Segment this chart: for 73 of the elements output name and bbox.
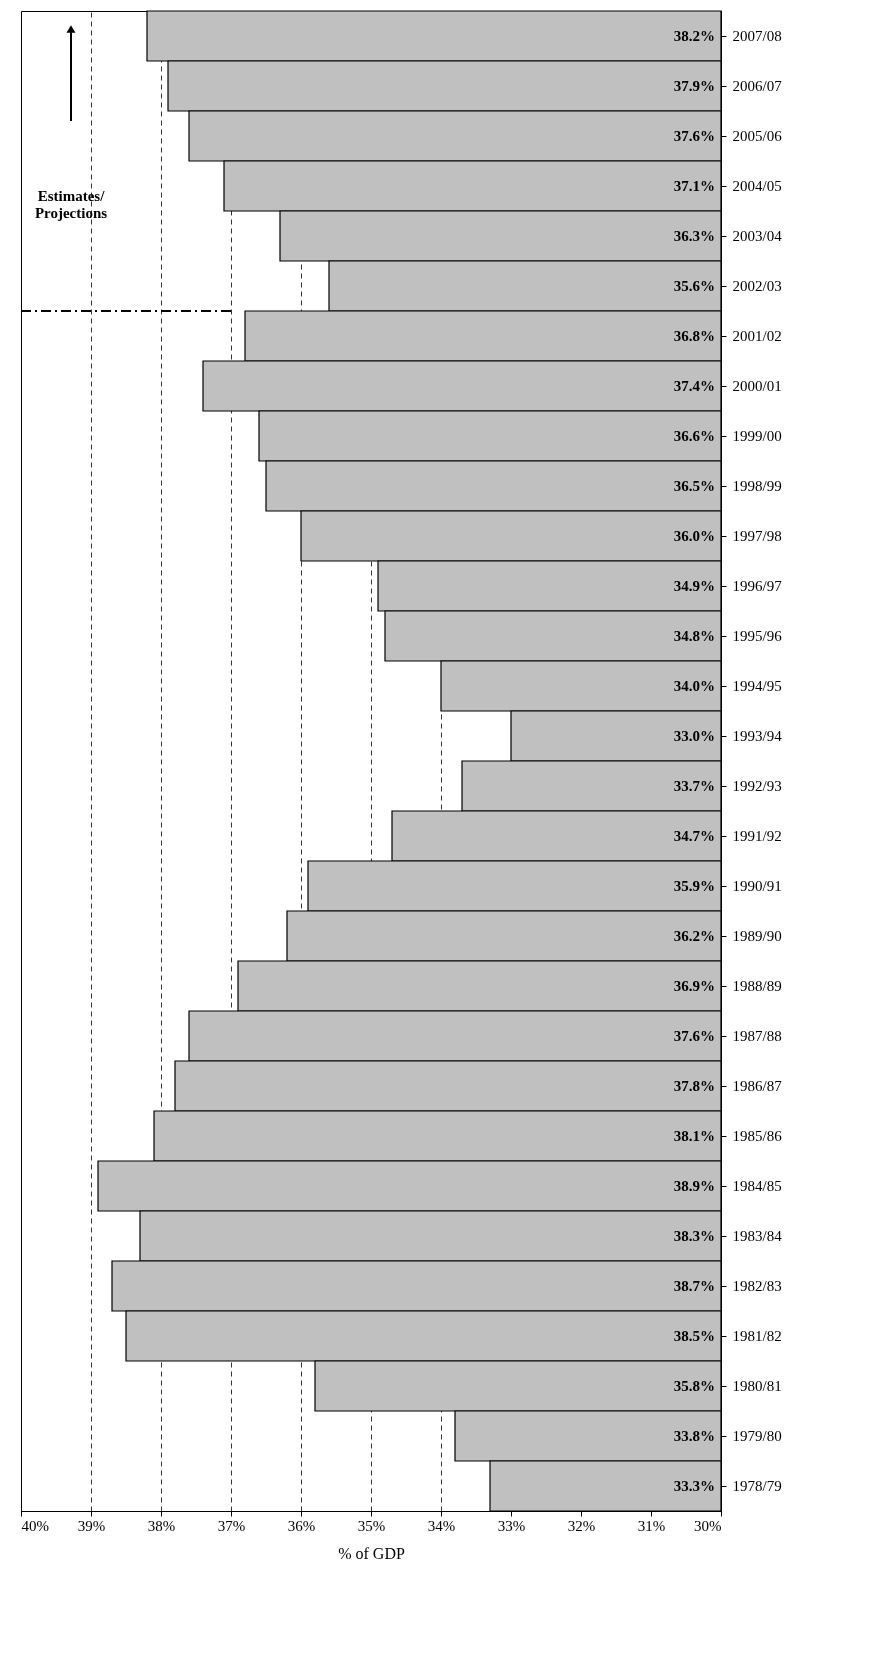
data-label: 35.6% xyxy=(673,278,715,294)
data-label: 34.7% xyxy=(673,828,715,844)
y-tick-label: 2007/08 xyxy=(732,28,782,44)
data-label: 33.8% xyxy=(673,1428,715,1444)
data-label: 34.9% xyxy=(673,578,715,594)
y-tick-label: 1980/81 xyxy=(732,1378,782,1394)
x-tick-label: 40% xyxy=(21,1517,49,1534)
y-tick-label: 1978/79 xyxy=(732,1478,782,1494)
data-label: 37.9% xyxy=(673,78,715,94)
x-tick-label: 38% xyxy=(147,1517,176,1534)
data-label: 33.7% xyxy=(673,778,715,794)
data-label: 34.0% xyxy=(673,678,715,694)
y-tick-label: 1982/83 xyxy=(732,1278,782,1294)
x-tick-label: 33% xyxy=(497,1517,526,1534)
data-label: 37.4% xyxy=(673,378,715,394)
y-tick-label: 1989/90 xyxy=(732,928,782,944)
x-tick-label: 36% xyxy=(287,1517,316,1534)
x-tick-label: 34% xyxy=(427,1517,456,1534)
data-label: 33.0% xyxy=(673,728,715,744)
y-tick-label: 2000/01 xyxy=(732,378,782,394)
data-label: 35.8% xyxy=(673,1378,715,1394)
y-tick-label: 1993/94 xyxy=(732,728,783,744)
data-label: 36.8% xyxy=(673,328,715,344)
data-label: 38.2% xyxy=(673,28,715,44)
y-tick-label: 2005/06 xyxy=(732,128,783,144)
y-tick-label: 1984/85 xyxy=(732,1178,782,1194)
x-tick-label: 35% xyxy=(357,1517,386,1534)
x-tick-label: 30% xyxy=(694,1517,722,1534)
y-tick-label: 1991/92 xyxy=(732,828,782,844)
y-tick-label: 1997/98 xyxy=(732,528,782,544)
data-label: 38.3% xyxy=(673,1228,715,1244)
y-tick-label: 1992/93 xyxy=(732,778,782,794)
y-tick-label: 1987/88 xyxy=(732,1028,782,1044)
y-tick-label: 1985/86 xyxy=(732,1128,783,1144)
x-tick-label: 39% xyxy=(77,1517,106,1534)
data-label: 38.9% xyxy=(673,1178,715,1194)
y-tick-label: 1999/00 xyxy=(732,428,782,444)
y-tick-label: 1979/80 xyxy=(732,1428,782,1444)
annotation: Estimates/ Projections xyxy=(34,188,108,221)
y-tick-label: 1995/96 xyxy=(732,628,783,644)
data-label: 33.3% xyxy=(673,1478,715,1494)
data-label: 38.1% xyxy=(673,1128,715,1144)
x-tick-label: 32% xyxy=(567,1517,596,1534)
data-label: 36.2% xyxy=(673,928,715,944)
x-tick-label: 31% xyxy=(637,1517,666,1534)
data-label: 34.8% xyxy=(673,628,715,644)
y-tick-label: 1981/82 xyxy=(732,1328,782,1344)
y-tick-label: 2006/07 xyxy=(732,78,783,94)
data-label: 36.9% xyxy=(673,978,715,994)
y-tick-label: 2003/04 xyxy=(732,228,783,244)
data-label: 36.6% xyxy=(673,428,715,444)
y-tick-label: 1986/87 xyxy=(732,1078,783,1094)
y-tick-label: 2001/02 xyxy=(732,328,782,344)
data-label: 36.0% xyxy=(673,528,715,544)
data-label: 36.3% xyxy=(673,228,715,244)
y-tick-label: 2004/05 xyxy=(732,178,782,194)
data-label: 38.5% xyxy=(673,1328,715,1344)
data-label: 37.1% xyxy=(673,178,715,194)
x-tick-label: 37% xyxy=(217,1517,246,1534)
y-tick-label: 1996/97 xyxy=(732,578,783,594)
data-label: 37.6% xyxy=(673,1028,715,1044)
x-axis-title: % of GDP xyxy=(338,1544,405,1562)
y-tick-label: 1998/99 xyxy=(732,478,782,494)
y-tick-label: 1988/89 xyxy=(732,978,782,994)
y-tick-label: 1990/91 xyxy=(732,878,782,894)
y-tick-label: 1994/95 xyxy=(732,678,782,694)
data-label: 36.5% xyxy=(673,478,715,494)
data-label: 38.7% xyxy=(673,1278,715,1294)
data-label: 37.8% xyxy=(673,1078,715,1094)
y-tick-label: 2002/03 xyxy=(732,278,782,294)
data-label: 37.6% xyxy=(673,128,715,144)
data-label: 35.9% xyxy=(673,878,715,894)
y-tick-label: 1983/84 xyxy=(732,1228,783,1244)
